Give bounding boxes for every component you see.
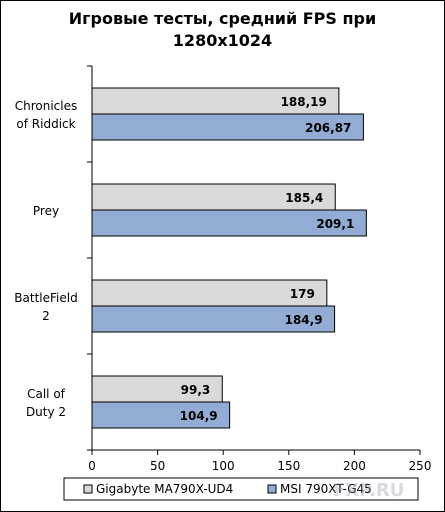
- bar-value-label: 188,19: [281, 95, 327, 109]
- bar-value-label: 179: [290, 287, 315, 301]
- bar-msi: [91, 401, 231, 429]
- chart-title: Игровые тесты, средний FPS при 1280x1024: [0, 8, 445, 52]
- category-label: 2: [42, 309, 50, 323]
- legend-swatch: [83, 484, 93, 494]
- legend-label: Gigabyte MA790X-UD4: [96, 482, 233, 496]
- x-tick-label: 50: [150, 459, 165, 473]
- watermark-logo: FXP.RU: [333, 480, 405, 501]
- category-label: Call of: [27, 387, 66, 401]
- legend-box: [63, 477, 419, 501]
- legend-label: MSI 790XT-G45: [280, 482, 372, 496]
- bar-value-label: 209,1: [316, 217, 354, 231]
- bar-value-label: 99,3: [181, 383, 211, 397]
- chart-title-line-2: 1280x1024: [172, 31, 273, 50]
- legend-swatch: [267, 484, 277, 494]
- bar-value-label: 206,87: [305, 121, 351, 135]
- x-tick-label: 250: [409, 459, 432, 473]
- x-tick-label: 0: [88, 459, 96, 473]
- bar-value-label: 184,9: [285, 313, 323, 327]
- chart-title-line-1: Игровые тесты, средний FPS при: [68, 9, 377, 28]
- x-tick-label: 100: [212, 459, 235, 473]
- category-label: Duty 2: [26, 405, 66, 419]
- category-label: Prey: [33, 204, 59, 218]
- x-tick-label: 200: [343, 459, 366, 473]
- bar-gigabyte: [91, 279, 328, 307]
- bar-value-label: 104,9: [180, 409, 218, 423]
- bar-msi: [91, 113, 364, 141]
- category-label: BattleField: [14, 291, 77, 305]
- x-tick-label: 150: [277, 459, 300, 473]
- bar-gigabyte: [91, 375, 223, 403]
- bar-msi: [91, 305, 336, 333]
- bar-value-label: 185,4: [285, 191, 323, 205]
- category-label: of Riddick: [16, 117, 75, 131]
- bar-msi: [91, 209, 367, 237]
- category-label: Chronicles: [15, 99, 78, 113]
